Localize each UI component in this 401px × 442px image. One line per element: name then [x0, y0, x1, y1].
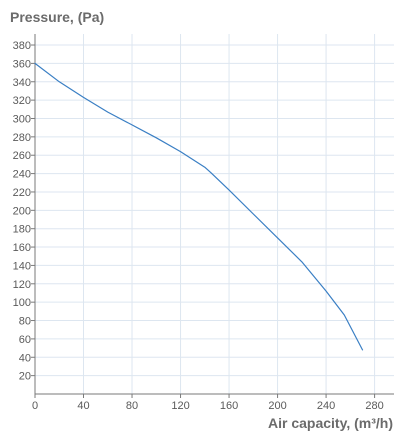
x-tick-label: 40 — [77, 400, 89, 412]
y-tick-label: 80 — [19, 316, 31, 328]
y-tick-label: 60 — [19, 334, 31, 346]
x-tick-label: 80 — [126, 400, 138, 412]
tick-labels: 20 40 60 80 100 120 140 160 180 200 220 240 260 280 30… — [13, 40, 384, 412]
y-tick-label: 280 — [13, 132, 31, 144]
series-layer — [34, 62, 364, 351]
y-tick-label: 100 — [13, 297, 31, 309]
y-tick-label: 260 — [13, 150, 31, 162]
y-tick-label: 380 — [13, 40, 31, 52]
x-tick-label: 0 — [32, 400, 38, 412]
x-tick-label: 240 — [317, 400, 335, 412]
y-tick-label: 240 — [13, 169, 31, 181]
series-line — [34, 62, 364, 351]
x-tick-label: 160 — [220, 400, 238, 412]
y-tick-label: 220 — [13, 187, 31, 199]
grid — [35, 34, 394, 394]
x-axis-title: Air capacity, (m³/h) — [268, 415, 393, 431]
y-tick-label: 160 — [13, 242, 31, 254]
y-tick-label: 20 — [19, 371, 31, 383]
y-tick-label: 340 — [13, 77, 31, 89]
y-tick-label: 140 — [13, 260, 31, 272]
x-tick-label: 280 — [365, 400, 383, 412]
y-tick-label: 320 — [13, 95, 31, 107]
y-tick-label: 200 — [13, 205, 31, 217]
x-tick-label: 120 — [171, 400, 189, 412]
y-tick-label: 300 — [13, 113, 31, 125]
y-axis-title: Pressure, (Pa) — [10, 9, 104, 25]
axes — [31, 34, 394, 398]
x-tick-label: 200 — [268, 400, 286, 412]
y-tick-label: 360 — [13, 58, 31, 70]
y-tick-label: 120 — [13, 279, 31, 291]
y-tick-label: 180 — [13, 224, 31, 236]
y-tick-label: 40 — [19, 352, 31, 364]
